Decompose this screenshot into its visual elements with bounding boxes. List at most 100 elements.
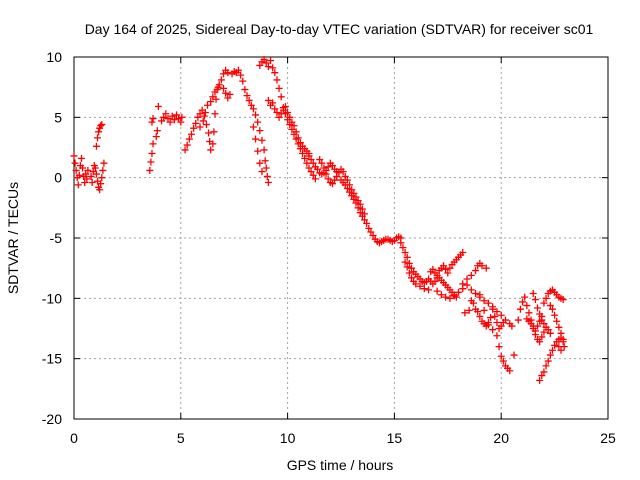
data-point	[465, 306, 473, 314]
data-point	[239, 77, 247, 85]
data-point	[196, 110, 204, 118]
data-point	[75, 171, 83, 179]
data-point	[467, 286, 475, 294]
data-point	[149, 115, 157, 123]
data-point	[461, 309, 469, 317]
data-point	[442, 265, 450, 273]
data-point	[365, 224, 373, 232]
data-point	[207, 98, 215, 106]
data-point	[519, 298, 527, 306]
data-point	[281, 110, 289, 118]
data-point	[499, 357, 507, 365]
data-point	[557, 346, 565, 354]
data-point	[201, 109, 209, 117]
data-point	[271, 69, 279, 77]
data-points	[70, 55, 568, 384]
data-point	[484, 299, 492, 307]
data-point	[480, 297, 488, 305]
data-point	[493, 308, 501, 316]
data-point	[241, 86, 249, 94]
data-point	[185, 135, 193, 143]
data-point	[96, 186, 104, 194]
data-point	[425, 286, 433, 294]
x-tick-label: 0	[70, 430, 78, 446]
data-point	[553, 317, 561, 325]
data-point	[335, 169, 343, 177]
data-point	[348, 186, 356, 194]
data-point	[540, 299, 548, 307]
data-point	[536, 376, 544, 384]
data-point	[433, 287, 441, 295]
data-point	[277, 93, 285, 101]
data-point	[292, 135, 300, 143]
data-point	[190, 124, 198, 132]
data-point	[84, 166, 92, 174]
data-point	[249, 105, 257, 113]
data-point	[314, 165, 322, 173]
data-point	[97, 180, 105, 188]
data-point	[209, 140, 217, 148]
data-point	[431, 277, 439, 285]
data-point	[367, 228, 375, 236]
data-point	[254, 147, 262, 155]
data-point	[264, 63, 272, 71]
data-point	[542, 362, 550, 370]
data-point	[210, 128, 218, 136]
data-point	[243, 92, 251, 100]
data-point	[343, 185, 351, 193]
data-point	[489, 326, 497, 334]
data-point	[205, 129, 213, 137]
data-point	[506, 367, 514, 375]
data-point	[207, 146, 215, 154]
data-point	[70, 152, 78, 160]
data-point	[401, 248, 409, 256]
data-point	[279, 104, 287, 112]
data-point	[309, 171, 317, 179]
data-point	[542, 294, 550, 302]
data-point	[360, 216, 368, 224]
data-point	[162, 110, 170, 118]
data-point	[204, 101, 211, 109]
data-point	[540, 368, 548, 376]
data-point	[309, 159, 317, 167]
data-point	[269, 64, 277, 72]
data-point	[508, 322, 516, 330]
data-point	[152, 133, 160, 141]
x-axis-label: GPS time / hours	[287, 457, 394, 473]
data-point	[491, 312, 499, 320]
data-point	[72, 166, 80, 174]
data-point	[175, 115, 183, 123]
data-point	[311, 175, 319, 183]
data-point	[181, 146, 189, 154]
data-point	[463, 281, 471, 289]
data-point	[77, 154, 85, 162]
data-point	[305, 152, 313, 160]
data-point	[260, 146, 268, 154]
data-point	[220, 70, 228, 78]
data-point	[446, 294, 454, 302]
y-tick-label: -5	[50, 230, 63, 246]
data-point	[559, 296, 567, 304]
data-point	[98, 174, 106, 182]
data-point	[168, 112, 176, 120]
data-point	[87, 172, 95, 180]
data-point	[148, 150, 156, 158]
data-point	[160, 113, 168, 121]
data-point	[177, 118, 185, 126]
y-tick-label: -10	[42, 290, 62, 306]
data-point	[224, 94, 232, 102]
data-point	[480, 306, 488, 314]
data-point	[74, 181, 82, 189]
data-point	[534, 304, 542, 312]
data-point	[200, 112, 208, 120]
data-point	[256, 127, 264, 135]
data-point	[343, 176, 351, 184]
data-point	[450, 292, 458, 300]
data-point	[499, 318, 507, 326]
data-point	[288, 125, 296, 133]
data-point	[264, 178, 272, 186]
data-point	[555, 343, 563, 351]
data-point	[273, 109, 281, 117]
data-point	[99, 166, 107, 174]
data-point	[487, 314, 495, 322]
